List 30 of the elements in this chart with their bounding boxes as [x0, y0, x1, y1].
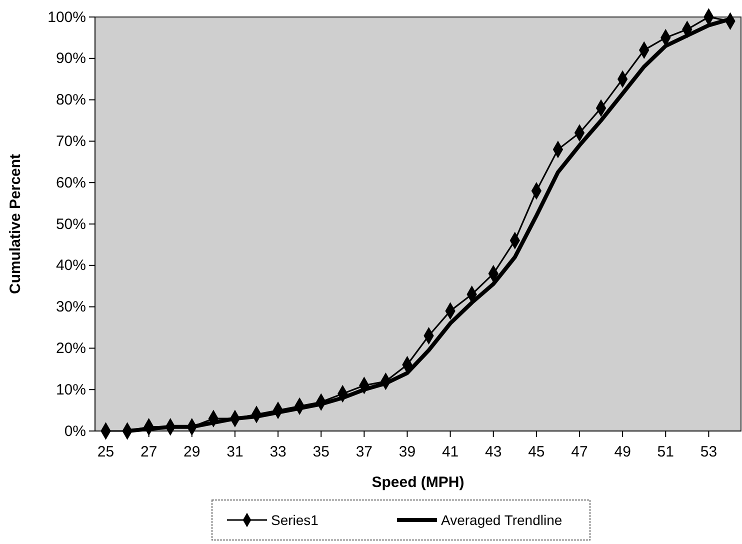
y-tick-label: 70%: [56, 133, 86, 150]
legend-label: Averaged Trendline: [441, 512, 562, 528]
y-tick-label: 10%: [56, 381, 86, 398]
x-tick-label: 43: [485, 444, 502, 460]
y-tick-label: 90%: [56, 50, 86, 68]
x-tick-label: 47: [571, 444, 588, 460]
y-axis-title: Cumulative Percent: [7, 154, 24, 294]
x-tick-label: 53: [700, 444, 718, 460]
y-tick-label: 30%: [56, 298, 86, 316]
x-axis-title: Speed (MPH): [372, 474, 464, 491]
x-tick-label: 41: [442, 444, 459, 460]
y-tick-label: 80%: [56, 92, 86, 109]
y-tick-label: 50%: [56, 216, 86, 233]
x-tick-label: 29: [184, 444, 200, 460]
x-tick-label: 37: [356, 444, 373, 460]
x-tick-label: 25: [97, 444, 114, 460]
x-tick-label: 51: [657, 444, 674, 460]
y-tick-label: 0%: [64, 422, 86, 440]
x-tick-label: 49: [614, 444, 631, 460]
x-tick-label: 39: [398, 444, 416, 460]
y-tick-label: 100%: [48, 8, 86, 26]
y-tick-label: 40%: [56, 257, 86, 274]
x-tick-label: 45: [528, 444, 545, 460]
x-tick-label: 35: [312, 444, 330, 460]
legend-label: Series1: [271, 512, 319, 528]
x-tick-label: 31: [226, 444, 244, 460]
x-tick-label: 33: [270, 444, 286, 460]
x-tick-label: 27: [140, 444, 158, 460]
y-tick-label: 60%: [56, 174, 86, 192]
y-tick-label: 20%: [56, 340, 86, 357]
